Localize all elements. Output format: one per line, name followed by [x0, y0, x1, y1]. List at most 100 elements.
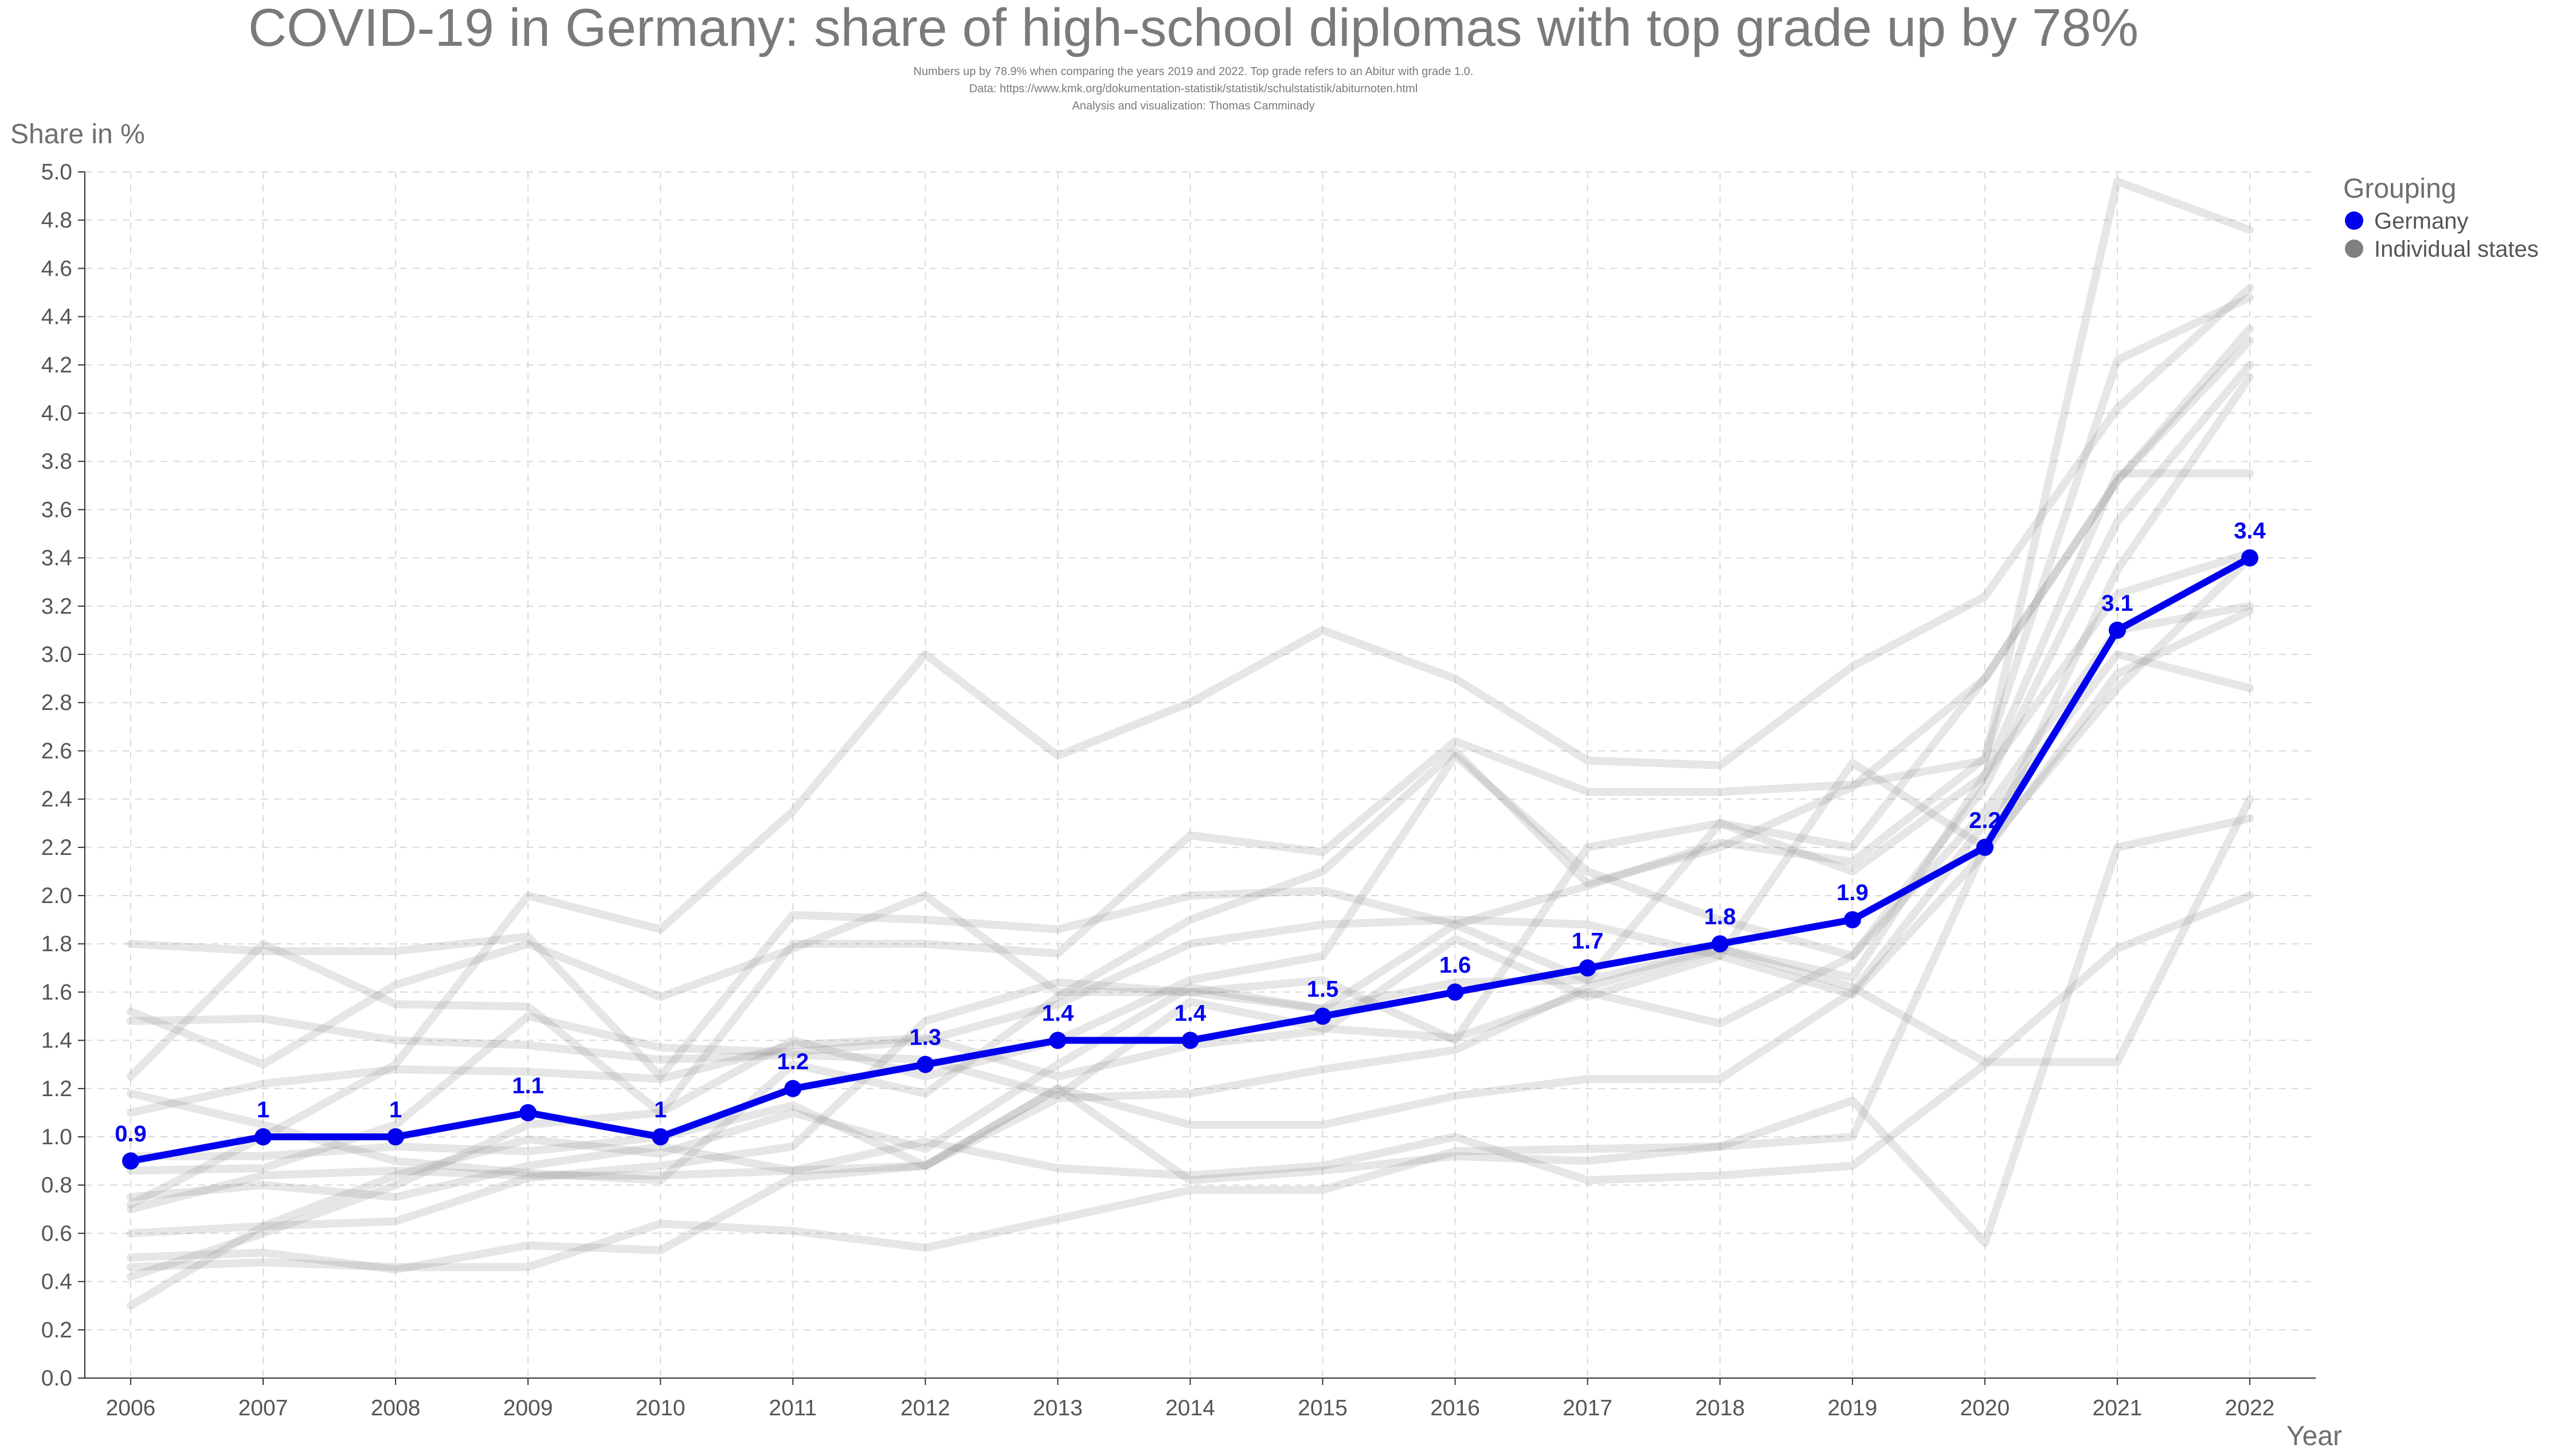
x-tick-label: 2012	[900, 1396, 950, 1420]
germany-data-label: 3.4	[2234, 519, 2266, 544]
germany-point	[387, 1128, 405, 1145]
state-line	[127, 549, 2254, 1238]
y-tick-label: 2.4	[41, 787, 72, 812]
germany-point	[519, 1104, 537, 1121]
germany-data-label: 1.4	[1042, 1001, 1074, 1026]
x-tick-label: 2011	[769, 1396, 817, 1420]
germany-data-label: 1.5	[1307, 977, 1339, 1002]
chart-subtitle-line-1: Numbers up by 78.9% when comparing the y…	[914, 65, 1474, 78]
legend: Grouping Germany Individual states	[2343, 174, 2539, 262]
germany-data-label: 1.8	[1704, 904, 1736, 929]
germany-data-labels: 0.9 1 1 1.1 1 1.2 1.3 1.4 1.4 1.5 1.6 1.7 1.8 1.9 2.2 3…	[115, 519, 2266, 1147]
y-tick-label: 1.8	[41, 932, 72, 956]
chart-subtitle-line-3: Analysis and visualization: Thomas Cammi…	[1072, 100, 1314, 112]
germany-data-label: 1.2	[777, 1049, 809, 1074]
germany-data-label: 1	[654, 1097, 667, 1123]
y-tick-label: 4.2	[41, 353, 72, 378]
x-tick-label: 2008	[371, 1396, 421, 1420]
state-line	[127, 372, 2254, 1175]
legend-title: Grouping	[2343, 174, 2456, 204]
germany-point	[784, 1080, 802, 1097]
state-line	[127, 554, 2254, 1271]
germany-point	[917, 1055, 934, 1073]
legend-entries: Germany Individual states	[2345, 209, 2539, 262]
y-tick-label: 4.0	[41, 401, 72, 426]
y-tick-label: 3.0	[41, 642, 72, 667]
germany-data-label: 1	[389, 1097, 402, 1123]
germany-point	[254, 1128, 272, 1145]
legend-entry-label: Individual states	[2374, 237, 2539, 262]
germany-point	[1843, 911, 1861, 929]
state-line	[127, 336, 2254, 1184]
state-line	[127, 284, 2254, 1208]
chart-title: COVID-19 in Germany: share of high-schoo…	[248, 0, 2139, 57]
germany-point	[2241, 549, 2258, 567]
germany-data-label: 1.3	[910, 1025, 942, 1050]
y-tick-label: 4.6	[41, 256, 72, 281]
y-tick-label: 0.4	[41, 1270, 72, 1294]
x-tick-label: 2019	[1827, 1396, 1877, 1420]
state-line	[127, 293, 2254, 1081]
germany-point	[1446, 983, 1464, 1001]
chart-subtitle-line-2: Data: https://www.kmk.org/dokumentation-…	[969, 83, 1418, 95]
germany-point	[1711, 935, 1729, 953]
germany-point	[1976, 838, 1994, 856]
x-tick-labels: 2006 2007 2008 2009 2010 2011 2012 2013 2014 2015…	[106, 1396, 2275, 1420]
x-tick-label: 2013	[1033, 1396, 1083, 1420]
germany-point	[2108, 621, 2126, 639]
state-line	[127, 892, 2254, 1214]
x-tick-label: 2017	[1563, 1396, 1612, 1420]
germany-data-label: 1.9	[1837, 880, 1869, 905]
germany-point	[122, 1152, 139, 1170]
legend-marker	[2345, 211, 2363, 230]
x-tick-label: 2006	[106, 1396, 156, 1420]
germany-data-label: 1.7	[1572, 928, 1604, 953]
germany-data-label: 1.4	[1174, 1001, 1207, 1026]
x-axis-title: Year	[2286, 1421, 2342, 1451]
individual-states-series	[127, 177, 2254, 1310]
y-tick-label: 2.2	[41, 835, 72, 860]
y-tick-label: 2.0	[41, 884, 72, 908]
y-axis-title: Share in %	[10, 119, 145, 150]
state-line	[127, 469, 2254, 1310]
x-tick-label: 2014	[1165, 1396, 1215, 1420]
y-tick-label: 1.2	[41, 1077, 72, 1101]
germany-data-label: 1	[257, 1097, 269, 1123]
germany-data-label: 2.2	[1969, 808, 2001, 833]
y-tick-label: 4.8	[41, 208, 72, 233]
y-tick-label: 5.0	[41, 160, 72, 185]
germany-data-label: 1.1	[512, 1073, 544, 1098]
state-line	[127, 360, 2254, 1281]
x-tick-label: 2009	[503, 1396, 553, 1420]
germany-series	[122, 549, 2258, 1170]
x-tick-label: 2015	[1298, 1396, 1348, 1420]
y-tick-label: 4.4	[41, 305, 72, 329]
x-tick-label: 2020	[1960, 1396, 2010, 1420]
state-line	[127, 650, 2254, 1202]
state-line	[127, 324, 2254, 1069]
axes	[78, 171, 2316, 1385]
y-tick-label: 1.6	[41, 980, 72, 1004]
y-tick-label: 0.6	[41, 1221, 72, 1246]
x-tick-label: 2022	[2225, 1396, 2275, 1420]
state-line	[127, 602, 2254, 1100]
germany-point	[1314, 1007, 1332, 1025]
y-tick-label: 1.4	[41, 1029, 72, 1053]
y-tick-label: 0.2	[41, 1318, 72, 1343]
y-tick-label: 3.2	[41, 594, 72, 619]
y-tick-label: 2.8	[41, 690, 72, 715]
y-tick-label: 0.8	[41, 1173, 72, 1198]
x-tick-label: 2007	[238, 1396, 288, 1420]
x-tick-label: 2016	[1430, 1396, 1480, 1420]
germany-point	[1181, 1031, 1199, 1049]
x-tick-label: 2021	[2093, 1396, 2143, 1420]
y-tick-label: 3.6	[41, 497, 72, 522]
x-tick-label: 2018	[1695, 1396, 1745, 1420]
germany-data-label: 3.1	[2101, 591, 2133, 616]
germany-point	[1579, 959, 1596, 977]
y-tick-label: 3.4	[41, 546, 72, 571]
state-line	[127, 177, 2254, 1117]
y-tick-label: 3.8	[41, 449, 72, 474]
y-tick-label: 0.0	[41, 1366, 72, 1391]
